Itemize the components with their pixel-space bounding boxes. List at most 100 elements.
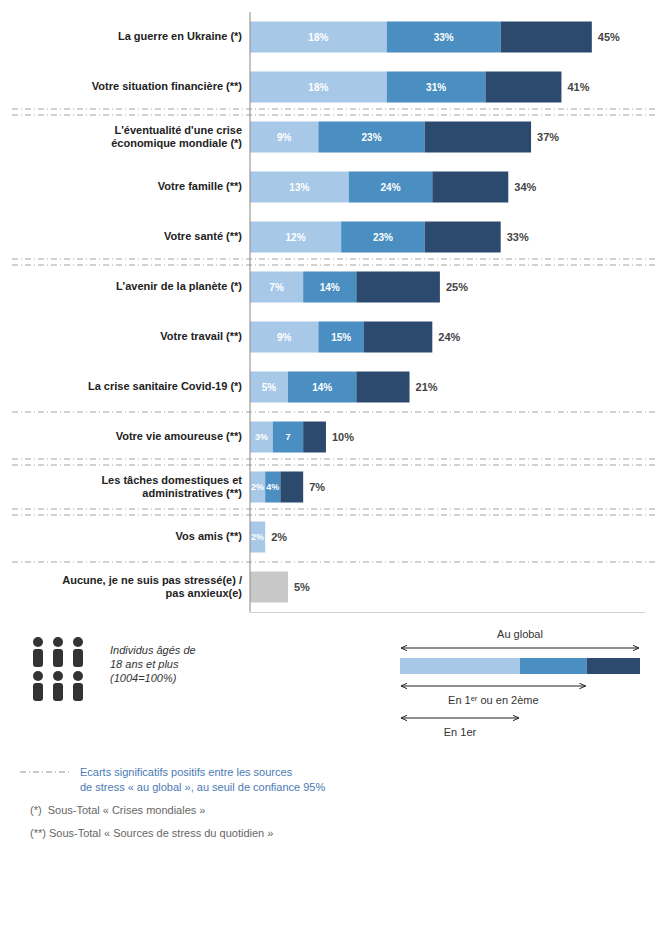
value-axis-origin <box>250 12 251 612</box>
segment-label: 18% <box>308 32 328 43</box>
footnotes: Ecarts significatifs positifs entre les … <box>20 766 325 839</box>
bar-segment <box>387 22 501 53</box>
bar-segment <box>356 372 409 403</box>
text-line: Votre travail (**) <box>160 330 242 342</box>
segment-label: 9% <box>277 132 292 143</box>
person-icon-head <box>53 671 63 681</box>
person-icon-head <box>53 637 63 647</box>
person-icon-head <box>73 671 83 681</box>
separator-line <box>12 259 658 260</box>
x-range-line <box>250 612 645 613</box>
text-line: Ecarts significatifs positifs entre les … <box>80 766 293 778</box>
legend-label: En 1ᵉʳ ou en 2ème <box>448 694 539 706</box>
bar-segment <box>349 172 433 203</box>
bar-segment <box>432 172 508 203</box>
bar-segment <box>250 272 303 303</box>
text-line: Votre vie amoureuse (**) <box>116 430 243 442</box>
text-line: Vos amis (**) <box>176 530 243 542</box>
bar-segment <box>318 122 424 153</box>
bar-segment <box>485 72 561 103</box>
footnote: (**) Sous-Total « Sources de stress du q… <box>30 827 273 839</box>
cumulative-label: 23% <box>362 132 382 143</box>
text-line: administratives (**) <box>142 486 242 498</box>
cumulative-label: 4% <box>266 482 279 492</box>
person-icon-body <box>53 649 63 667</box>
cumulative-label: 15% <box>331 332 351 343</box>
legend: Au global En 1ᵉʳ ou en 2ème En 1er <box>400 628 640 738</box>
data-labels: 18%18%9%13%12%7%9%5%3%2%2%33%31%23%24%23… <box>251 31 620 593</box>
bar-segment <box>303 272 356 303</box>
separators <box>12 109 658 562</box>
chart: La guerre en Ukraine (*)Votre situation … <box>0 0 670 927</box>
segment-label: 12% <box>286 232 306 243</box>
text-line: Individus âgés de <box>110 644 196 656</box>
text-line: de stress « au global », au seuil de con… <box>80 781 325 793</box>
bar-segment <box>318 322 364 353</box>
category-label: L'éventualité d'une criseéconomique mond… <box>111 123 242 148</box>
total-label: 41% <box>567 81 589 93</box>
bars <box>250 22 592 603</box>
text-line: L'avenir de la planète (*) <box>116 280 242 292</box>
text-line: (1004=100%) <box>110 672 177 684</box>
bar-segment <box>288 372 356 403</box>
segment-label: 5% <box>262 382 277 393</box>
category-labels: La guerre en Ukraine (*)Votre situation … <box>62 30 242 599</box>
bar-segment <box>250 22 387 53</box>
bar-segment <box>250 572 288 603</box>
text-line: Votre santé (**) <box>164 230 242 242</box>
separator-line <box>12 265 658 266</box>
bar-segment <box>425 222 501 253</box>
text-line: La crise sanitaire Covid-19 (*) <box>88 380 242 392</box>
category-label: Votre vie amoureuse (**) <box>116 430 243 442</box>
bar-segment <box>250 522 265 553</box>
segment-label: 7% <box>269 282 284 293</box>
bar-segment <box>265 472 280 503</box>
person-icon-body <box>73 649 83 667</box>
bar-segment <box>250 372 288 403</box>
total-label: 34% <box>514 181 536 193</box>
text-line: Votre famille (**) <box>158 180 242 192</box>
bar-segment <box>341 222 425 253</box>
footnote: Ecarts significatifs positifs entre les … <box>80 766 325 793</box>
bar-segment <box>425 122 531 153</box>
bar-segment <box>303 422 326 453</box>
text-line: La guerre en Ukraine (*) <box>118 30 242 42</box>
person-icon-head <box>33 671 43 681</box>
population-note: Individus âgés de18 ans et plus(1004=100… <box>33 637 196 701</box>
bar-segment <box>250 422 273 453</box>
person-icon-body <box>73 683 83 701</box>
legend-label: En 1er <box>444 726 477 738</box>
category-label: Aucune, je ne suis pas stressé(e) /pas a… <box>62 573 242 598</box>
total-label: 45% <box>598 31 620 43</box>
legend-label: Au global <box>497 628 543 640</box>
text-line: (**) Sous-Total « Sources de stress du q… <box>30 827 273 839</box>
category-label: Vos amis (**) <box>176 530 243 542</box>
bar-segment <box>273 422 303 453</box>
cumulative-label: 23% <box>373 232 393 243</box>
cumulative-label: 33% <box>434 32 454 43</box>
text-line: (*) Sous-Total « Crises mondiales » <box>30 804 205 816</box>
person-icon-head <box>73 637 83 647</box>
person-icon-body <box>53 683 63 701</box>
separator-line <box>12 109 658 110</box>
bar-segment <box>250 472 265 503</box>
text-line: Aucune, je ne suis pas stressé(e) / <box>62 573 242 585</box>
separator-line <box>12 509 658 510</box>
bar-segment <box>250 122 318 153</box>
bar-segment <box>356 272 440 303</box>
separator-line <box>12 412 658 413</box>
person-icon-body <box>33 649 43 667</box>
bar-segment <box>280 472 303 503</box>
segment-label: 2% <box>251 482 264 492</box>
segment-label: 13% <box>289 182 309 193</box>
category-label: Votre santé (**) <box>164 230 242 242</box>
segment-label: 18% <box>308 82 328 93</box>
total-label: 24% <box>438 331 460 343</box>
separator-line <box>12 115 658 116</box>
category-label: Les tâches domestiques etadministratives… <box>101 473 242 498</box>
total-label: 37% <box>537 131 559 143</box>
bar-segment <box>265 522 266 553</box>
category-label: Votre famille (**) <box>158 180 242 192</box>
category-label: La guerre en Ukraine (*) <box>118 30 242 42</box>
segment-label: 2% <box>251 532 264 542</box>
